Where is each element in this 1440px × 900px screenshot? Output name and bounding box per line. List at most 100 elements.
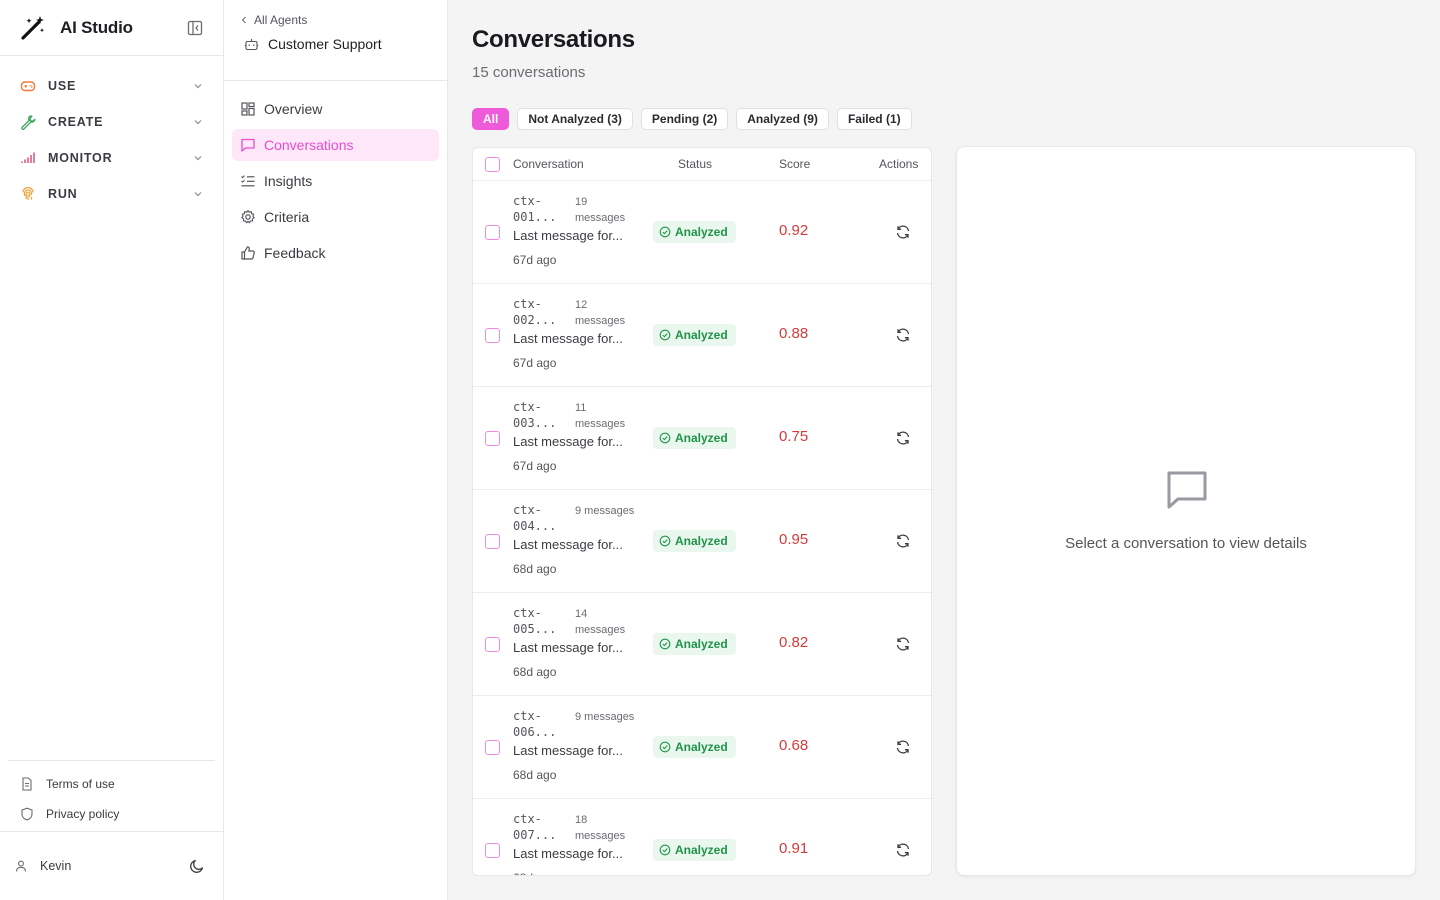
agent-nav-insights[interactable]: Insights (232, 165, 439, 197)
refresh-icon[interactable] (895, 327, 911, 343)
chevron-down-icon (194, 84, 202, 89)
chevron-down-icon (194, 192, 202, 197)
check-circle-icon (659, 535, 671, 547)
magic-wand-icon (21, 15, 45, 40)
refresh-icon[interactable] (895, 636, 911, 652)
main-content: Conversations 15 conversations All Not A… (448, 0, 1440, 900)
last-message: Last message for... (513, 743, 623, 758)
agent-nav-criteria[interactable]: Criteria (232, 201, 439, 233)
select-all-checkbox[interactable] (485, 156, 500, 172)
nav-item-create[interactable]: CREATE (0, 104, 223, 140)
moon-icon[interactable] (189, 858, 205, 874)
agent-nav-label: Criteria (264, 209, 310, 225)
list-check-icon (241, 175, 255, 187)
conversation-id: ctx-005... (513, 606, 557, 636)
status-badge: Analyzed (653, 221, 736, 243)
row-checkbox[interactable] (485, 843, 500, 858)
status-badge: Analyzed (653, 839, 736, 861)
table-row[interactable]: ctx-007... 18 messages Last message for.… (473, 799, 931, 875)
last-message: Last message for... (513, 846, 623, 861)
status-filters: All Not Analyzed (3) Pending (2) Analyze… (472, 108, 912, 130)
conversation-id: ctx-007... (513, 812, 557, 842)
empty-state-text: Select a conversation to view details (1065, 535, 1307, 552)
shield-icon (21, 807, 33, 821)
agent-sidebar: All Agents Customer Support Overview (224, 0, 448, 900)
filter-all[interactable]: All (472, 108, 510, 130)
filter-not-analyzed[interactable]: Not Analyzed (3) (517, 108, 633, 130)
divider (224, 80, 447, 81)
status-label: Analyzed (675, 225, 728, 239)
conversation-count: 15 conversations (472, 64, 586, 81)
back-to-agents[interactable]: All Agents (224, 0, 447, 40)
document-icon (22, 777, 32, 791)
nav-item-use[interactable]: USE (0, 68, 223, 104)
header-conversation: Conversation (513, 157, 584, 171)
table-row[interactable]: ctx-001... 19 messages Last message for.… (473, 181, 931, 284)
signal-bars-icon (21, 152, 35, 163)
terms-link[interactable]: Terms of use (8, 769, 215, 799)
time-ago: 67d ago (513, 253, 557, 267)
refresh-icon[interactable] (895, 224, 911, 240)
table-row[interactable]: ctx-006... 9 messages Last message for..… (473, 696, 931, 799)
status-label: Analyzed (675, 431, 728, 445)
agent-nav-label: Insights (264, 173, 313, 189)
page-title: Conversations (472, 26, 635, 53)
check-circle-icon (659, 329, 671, 341)
table-row[interactable]: ctx-004... 9 messages Last message for..… (473, 490, 931, 593)
status-label: Analyzed (675, 740, 728, 754)
status-label: Analyzed (675, 534, 728, 548)
row-checkbox[interactable] (485, 534, 500, 549)
agent-name: Customer Support (224, 32, 447, 56)
status-badge: Analyzed (653, 736, 736, 758)
filter-pending[interactable]: Pending (2) (640, 108, 729, 130)
conversation-detail-panel: Select a conversation to view details (956, 146, 1416, 876)
conversation-id: ctx-003... (513, 400, 557, 430)
agent-nav-conversations[interactable]: Conversations (232, 129, 439, 161)
user-row[interactable]: Kevin (0, 831, 223, 900)
bot-icon (244, 38, 259, 50)
agent-nav-label: Overview (264, 101, 323, 117)
refresh-icon[interactable] (895, 739, 911, 755)
main-sidebar: AI Studio USE CREATE (0, 0, 224, 900)
row-checkbox[interactable] (485, 225, 500, 240)
agent-name-label: Customer Support (268, 36, 382, 52)
sidebar-collapse-icon[interactable] (187, 20, 203, 36)
nav-label-monitor: MONITOR (48, 151, 113, 165)
header-actions: Actions (879, 157, 919, 171)
agent-nav-overview[interactable]: Overview (232, 93, 439, 125)
header-score: Score (779, 157, 811, 171)
row-checkbox[interactable] (485, 740, 500, 755)
main-nav: USE CREATE MONITOR (0, 56, 223, 212)
filter-failed[interactable]: Failed (1) (836, 108, 912, 130)
table-row[interactable]: ctx-003... 11 messages Last message for.… (473, 387, 931, 490)
wrench-icon (21, 115, 36, 130)
nav-item-run[interactable]: RUN (0, 176, 223, 212)
message-count: 11 messages (575, 402, 626, 430)
message-count: 14 messages (575, 608, 626, 636)
refresh-icon[interactable] (895, 533, 911, 549)
refresh-icon[interactable] (895, 430, 911, 446)
row-checkbox[interactable] (485, 637, 500, 652)
sidebar-footer: Terms of use Privacy policy (8, 760, 215, 829)
agent-nav-feedback[interactable]: Feedback (232, 237, 439, 269)
conversation-id: ctx-002... (513, 297, 557, 327)
table-row[interactable]: ctx-002... 12 messages Last message for.… (473, 284, 931, 387)
privacy-link[interactable]: Privacy policy (8, 799, 215, 829)
time-ago: 67d ago (513, 459, 557, 473)
row-checkbox[interactable] (485, 431, 500, 446)
row-checkbox[interactable] (485, 328, 500, 343)
score-value: 0.91 (779, 840, 809, 857)
table-header: Conversation Status Score Actions (473, 148, 931, 181)
status-badge: Analyzed (653, 530, 736, 552)
table-row[interactable]: ctx-005... 14 messages Last message for.… (473, 593, 931, 696)
nav-item-monitor[interactable]: MONITOR (0, 140, 223, 176)
user-name: Kevin (40, 859, 72, 873)
message-icon (241, 138, 255, 152)
fingerprint-icon (22, 186, 34, 200)
time-ago: 68d ago (513, 562, 557, 576)
filter-analyzed[interactable]: Analyzed (9) (736, 108, 829, 130)
score-value: 0.92 (779, 222, 809, 239)
refresh-icon[interactable] (895, 842, 911, 858)
brand-header: AI Studio (0, 0, 223, 56)
agent-nav-label: Feedback (264, 245, 326, 261)
